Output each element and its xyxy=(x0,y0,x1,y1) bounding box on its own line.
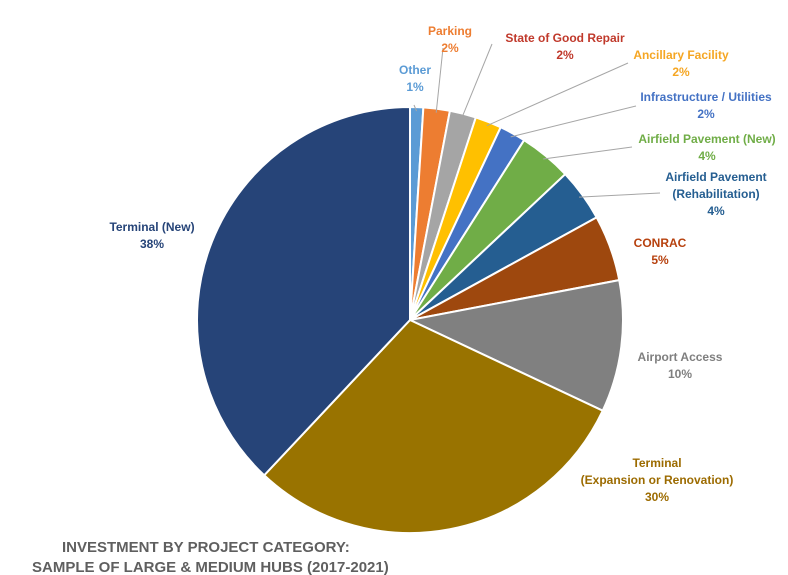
chart-title-line-2: SAMPLE OF LARGE & MEDIUM HUBS (2017-2021… xyxy=(32,559,389,575)
leader-line-other xyxy=(413,104,418,112)
chart-title-line-1: INVESTMENT BY PROJECT CATEGORY: xyxy=(62,539,350,556)
slice-label-airport-access: Airport Access 10% xyxy=(638,350,723,381)
slice-labels: Other 1% Parking 2% State of Good Repair 2% An… xyxy=(109,24,775,504)
leader-line-airfield-pavement-new xyxy=(543,146,633,160)
slice-label-ancillary-facility: Ancillary Facility 2% xyxy=(633,48,729,79)
slice-label-terminal-expansion-or-renovation: Terminal (Expansion or Renovation) 30% xyxy=(581,456,734,504)
slice-label-other: Other 1% xyxy=(399,63,431,94)
slice-label-airfield-pavement-rehabilitation: Airfield Pavement (Rehabilitation) 4% xyxy=(665,170,766,218)
slice-label-terminal-new: Terminal (New) 38% xyxy=(109,220,194,251)
leader-line-airfield-pavement-rehabilitation xyxy=(579,192,661,198)
slice-label-conrac: CONRAC 5% xyxy=(634,236,687,267)
leader-lines xyxy=(413,43,661,198)
pie-slice-airport-access xyxy=(406,278,624,413)
slice-label-state-of-good-repair: State of Good Repair 2% xyxy=(505,31,625,62)
slice-label-airfield-pavement-new: Airfield Pavement (New) 4% xyxy=(638,132,775,163)
leader-line-state-of-good-repair xyxy=(461,43,493,118)
slice-label-infrastructure-utilities: Infrastructure / Utilities 2% xyxy=(640,90,772,121)
pie-slices xyxy=(196,105,624,534)
pie-slice-terminal-new xyxy=(196,105,411,477)
slice-label-parking: Parking 2% xyxy=(428,24,472,55)
pie-slice-terminal-expansion-or-renovation xyxy=(262,318,605,534)
leader-line-ancillary-facility xyxy=(486,62,629,127)
leader-line-parking xyxy=(435,47,444,113)
leader-line-infrastructure-utilities xyxy=(510,105,637,138)
